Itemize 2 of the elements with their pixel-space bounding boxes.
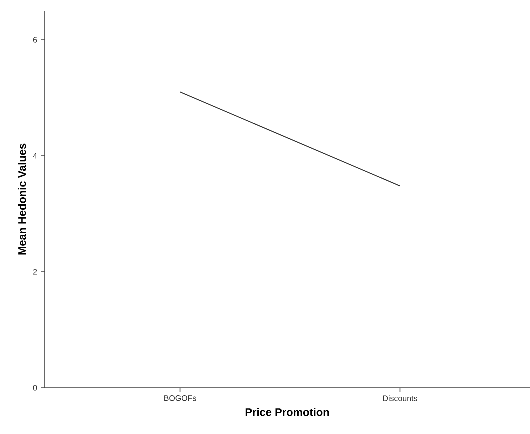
- y-axis-title: Mean Hedonic Values: [18, 144, 26, 255]
- x-axis-title: Price Promotion: [246, 408, 330, 416]
